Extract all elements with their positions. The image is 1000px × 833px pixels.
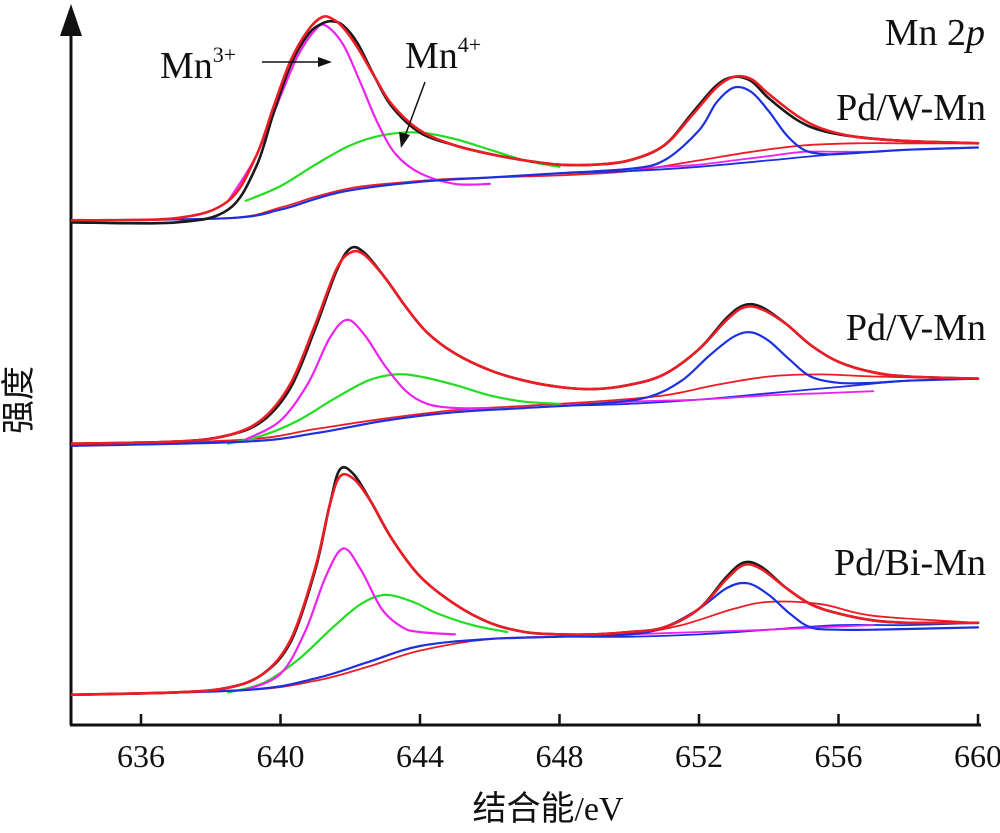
series-envelope-line — [71, 15, 980, 222]
y-axis-arrow — [60, 4, 82, 36]
annotation-mn4: Mn4+ — [405, 32, 481, 77]
annotation-mn3: Mn3+ — [160, 42, 236, 87]
spectra — [71, 15, 980, 696]
x-tick-label: 636 — [117, 738, 165, 774]
x-tick-label: 656 — [815, 738, 863, 774]
annotation-mn4-arrow-line — [404, 81, 426, 137]
series-raw-line — [71, 245, 980, 445]
x-tick-label: 652 — [675, 738, 723, 774]
x-ticks: 636 640 644 648 652 656 660 — [117, 714, 1000, 774]
series-mn4-line — [227, 373, 561, 445]
annotation-mn4-arrowhead — [399, 132, 410, 148]
series-mn3-line — [244, 318, 491, 441]
x-tick-label: 648 — [536, 738, 584, 774]
panel-label-pd-bi-mn: Pd/Bi-Mn — [834, 542, 986, 584]
x-axis-label: 结合能/eV — [472, 790, 624, 828]
y-axis-label: 强度 — [0, 366, 38, 434]
chart-title: Mn 2p — [885, 12, 985, 54]
x-tick-label: 660 — [954, 738, 1000, 774]
x-tick-label: 644 — [396, 738, 444, 774]
series-mn4-line — [244, 131, 561, 203]
series-p12-line — [71, 331, 980, 447]
panel-pd-w-mn — [71, 15, 980, 225]
series-p12-line — [71, 85, 980, 222]
series-mn3-line — [244, 547, 456, 692]
panel-pd-bi-mn — [71, 465, 980, 696]
x-tick-label: 640 — [257, 738, 305, 774]
series-envelope-line — [71, 249, 980, 445]
panel-pd-v-mn — [71, 245, 980, 447]
series-envelope-line — [71, 472, 980, 696]
series-background-line — [71, 373, 979, 447]
series-p12-line — [71, 581, 980, 696]
annotation-mn3-arrowhead — [318, 57, 332, 67]
panel-label-pd-w-mn: Pd/W-Mn — [836, 87, 986, 129]
panel-label-pd-v-mn: Pd/V-Mn — [846, 307, 986, 349]
